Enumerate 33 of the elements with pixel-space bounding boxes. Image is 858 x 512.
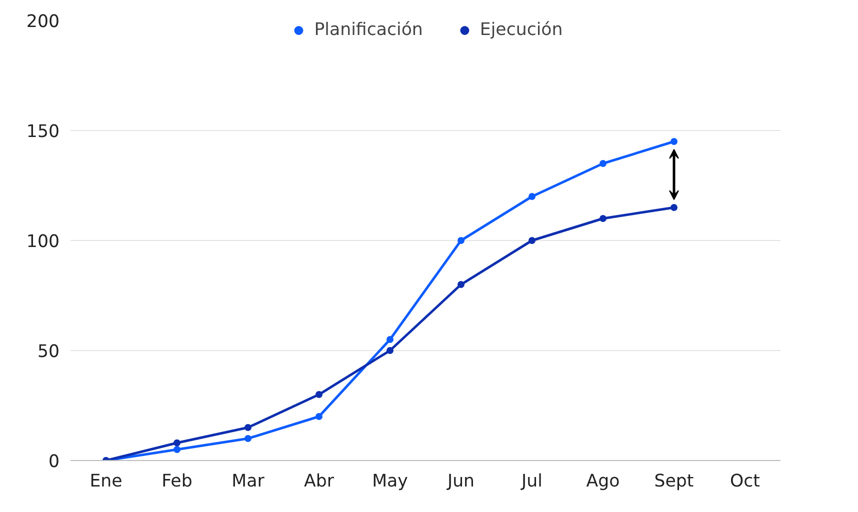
x-tick-label: Mar [232, 472, 266, 492]
point [316, 391, 322, 398]
point [458, 281, 464, 288]
point [174, 446, 180, 453]
y-tick-label: 150 [26, 122, 60, 142]
x-tick-label: Feb [162, 472, 192, 492]
point [670, 138, 678, 145]
point [528, 237, 536, 244]
x-tick-label: Ene [90, 472, 122, 492]
point [244, 435, 252, 442]
x-tick-label: Sept [654, 472, 694, 492]
point [244, 424, 252, 431]
y-tick-label: 200 [26, 12, 60, 32]
x-tick-label: May [372, 472, 408, 492]
x-tick-label: Ago [586, 472, 620, 492]
point [600, 215, 606, 222]
x-tick-label: Abr [304, 472, 335, 492]
y-tick-label: 0 [48, 452, 60, 472]
point [600, 160, 606, 167]
point [670, 204, 678, 211]
y-tick-label: 50 [37, 342, 60, 362]
x-tick-label: Oct [730, 472, 760, 492]
point [316, 413, 322, 420]
point [174, 439, 180, 446]
x-tick-label: Jul [520, 472, 542, 492]
x-tick-label: Jun [446, 472, 475, 492]
point [528, 193, 536, 200]
point [458, 237, 464, 244]
point [386, 347, 394, 354]
y-tick-label: 100 [26, 232, 60, 252]
legend-label: Ejecución [480, 20, 563, 40]
legend-label: Planificación [314, 20, 423, 40]
point [386, 336, 394, 343]
